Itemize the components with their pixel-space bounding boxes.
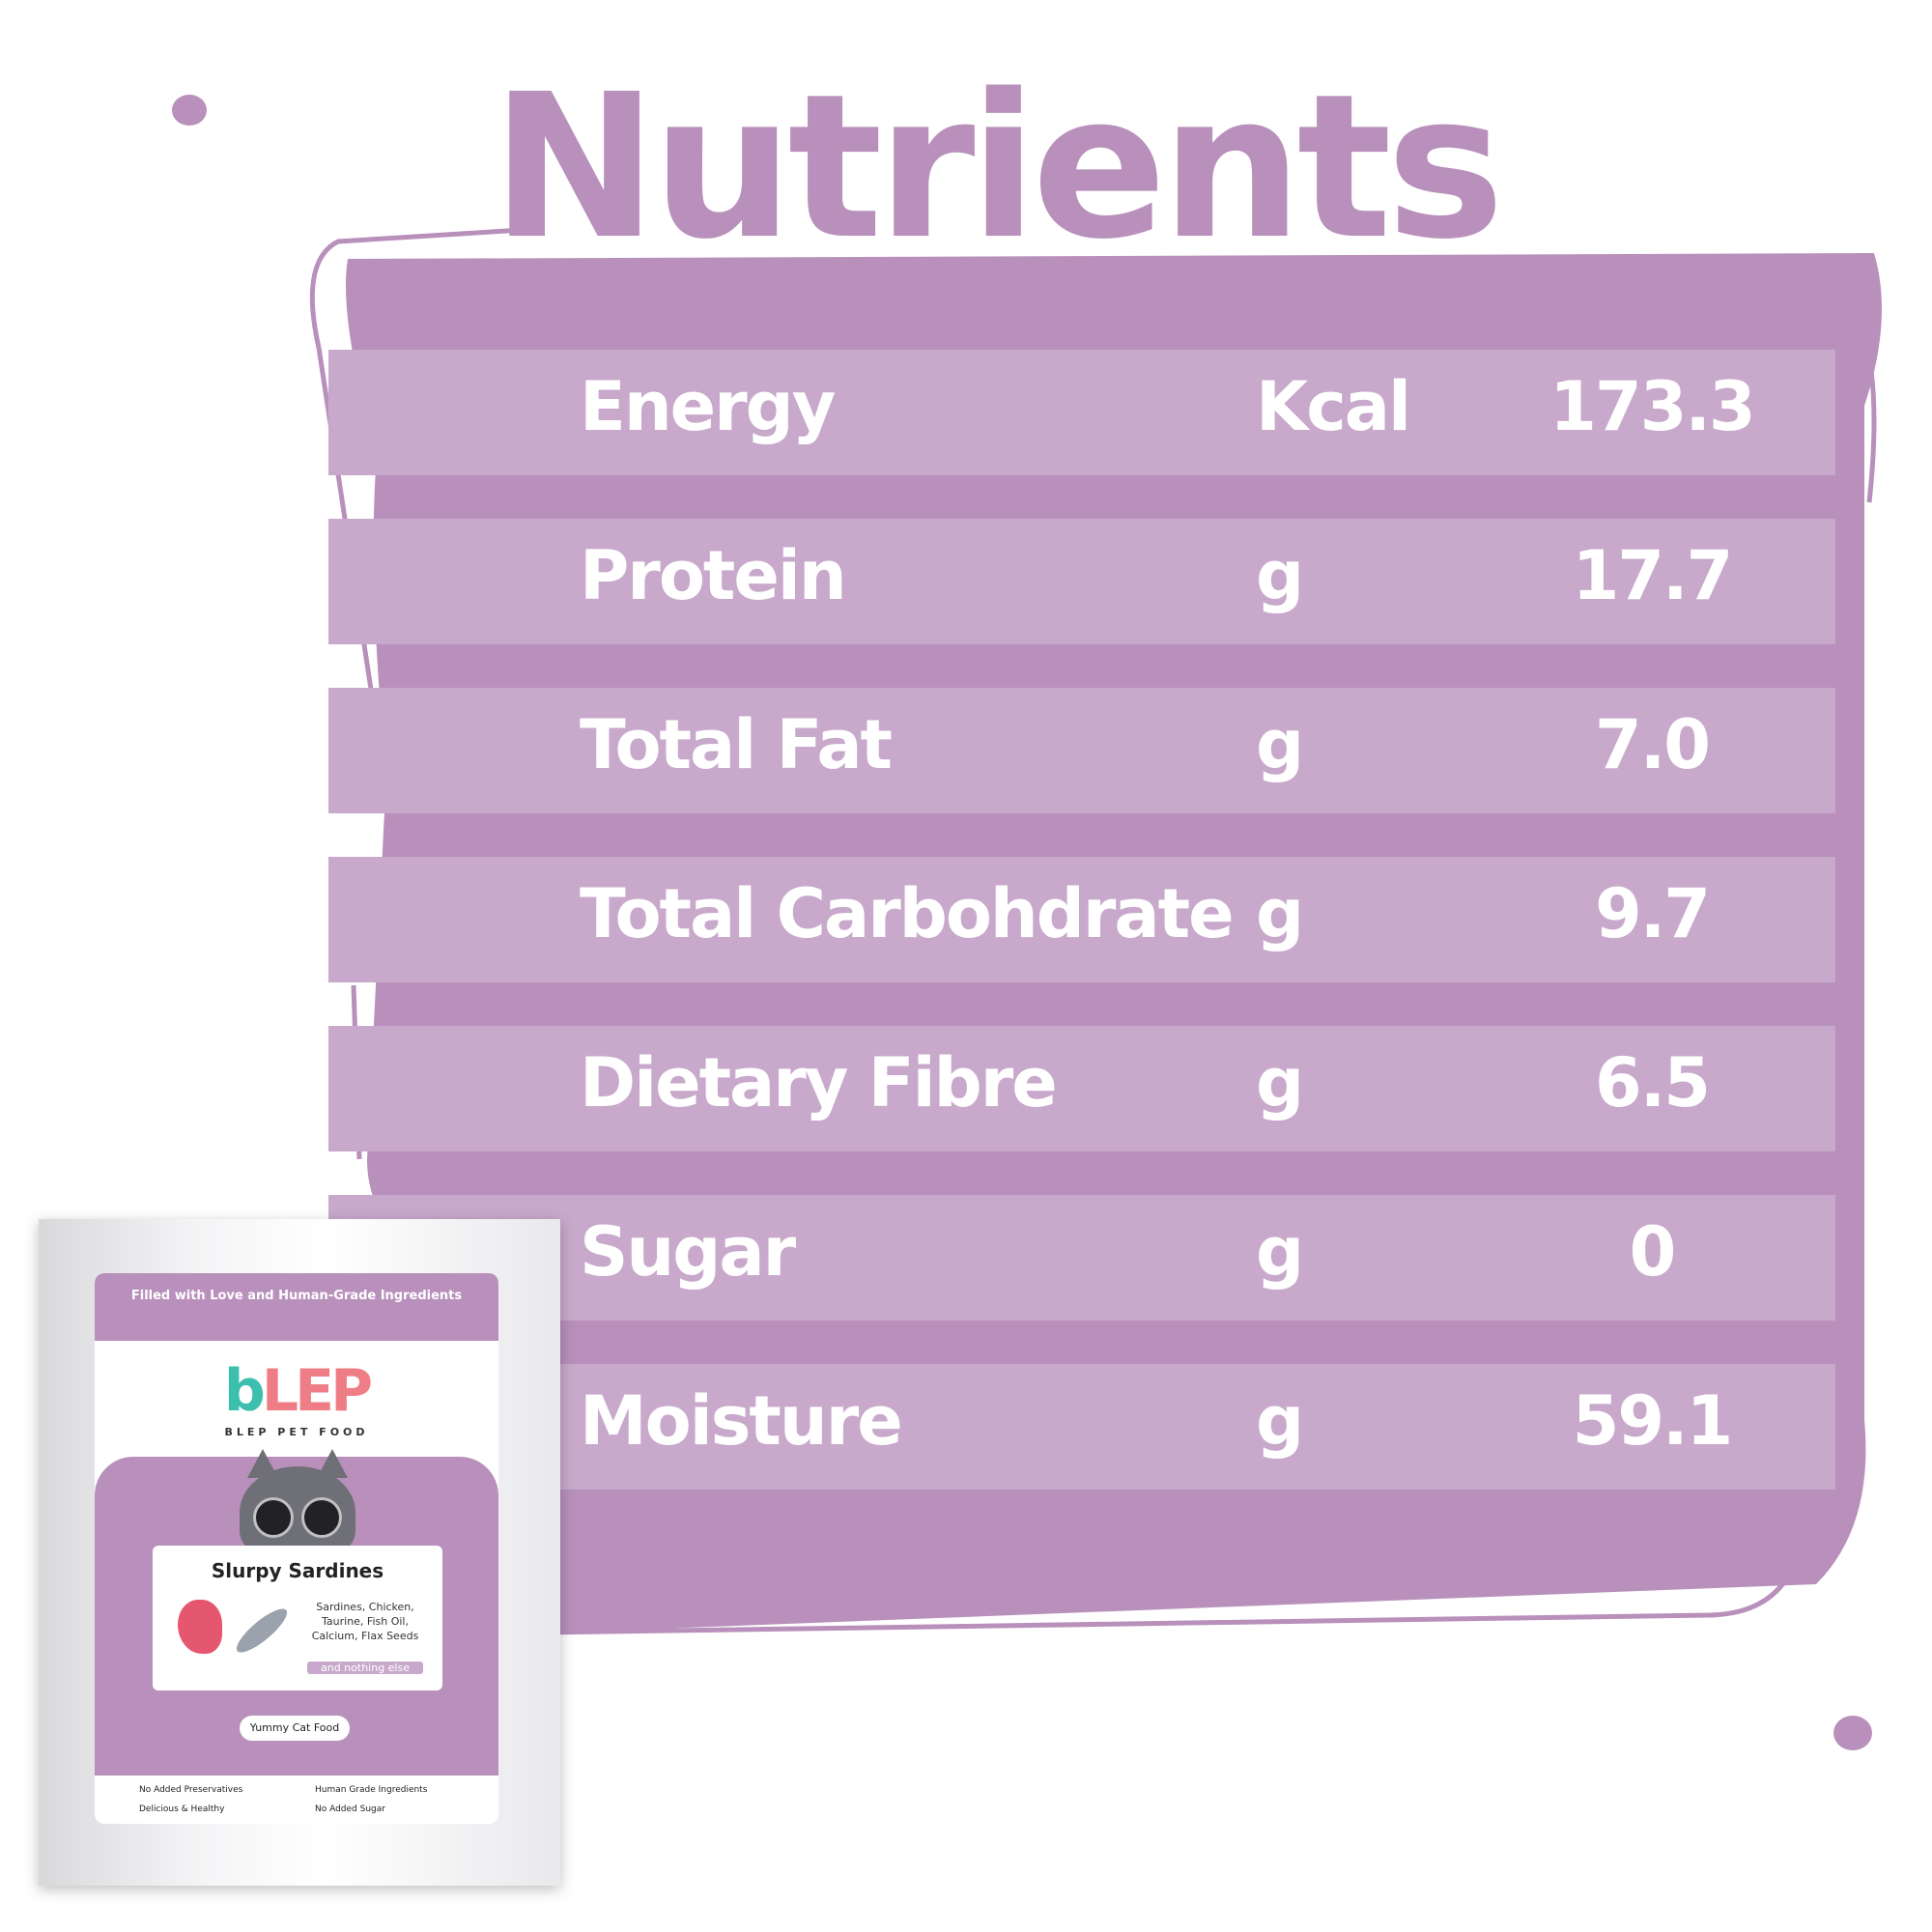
cat-ear [247,1449,278,1478]
nutrient-unit: g [1256,705,1304,784]
nutrient-value: 9.7 [1594,874,1711,953]
nutrient-name: Total Carbohdrate [580,874,1235,953]
table-row: Dietary Fibre g 6.5 [328,1026,1835,1151]
ingredients-list: Sardines, Chicken, Taurine, Fish Oil, Ca… [311,1601,419,1642]
nutrient-unit: Kcal [1256,367,1411,446]
pouch-lower-band: Slurpy Sardines Sardines, Chicken, Tauri… [95,1449,498,1776]
feature-no-preservatives: No Added Preservatives [139,1785,243,1795]
table-row: Moisture g 59.1 [328,1364,1835,1490]
brand-logo-b: b [223,1357,266,1425]
page-title: Nutrients [491,51,1504,283]
nutrient-name: Energy [580,367,836,446]
nutrient-value: 6.5 [1594,1043,1711,1122]
brand-logo-lep: LEP [261,1357,373,1425]
nutrient-unit: g [1256,1212,1304,1292]
nutrient-unit: g [1256,536,1304,615]
pouch-label: Filled with Love and Human-Grade Ingredi… [95,1273,498,1824]
nutrient-name: Protein [580,536,847,615]
nutrient-unit: g [1256,874,1304,953]
table-row: Protein g 17.7 [328,519,1835,644]
decor-dot [172,95,207,126]
nutrient-unit: g [1256,1381,1304,1461]
sunglasses-lens [253,1497,294,1538]
product-card: Slurpy Sardines Sardines, Chicken, Tauri… [153,1546,442,1690]
nutrient-value: 59.1 [1572,1381,1734,1461]
feature-delicious-healthy: Delicious & Healthy [139,1804,225,1814]
table-row: Energy Kcal 173.3 [328,350,1835,475]
cat-with-sunglasses-icon [240,1449,355,1558]
fish-icon [231,1603,293,1659]
nothing-else-tag: and nothing else [307,1662,423,1674]
nutrient-name: Moisture [580,1381,903,1461]
feature-no-sugar: No Added Sugar [315,1804,385,1814]
nutrient-name: Dietary Fibre [580,1043,1058,1122]
brand-logo: bLEP [95,1362,498,1420]
nutrient-value: 0 [1629,1212,1677,1292]
chicken-leg-icon [178,1600,222,1654]
nutrient-table: Energy Kcal 173.3 Protein g 17.7 Total F… [328,253,1835,1605]
nutrient-name: Total Fat [580,705,893,784]
table-row: Total Carbohdrate g 9.7 [328,857,1835,982]
brand-name: BLEP PET FOOD [224,1426,369,1438]
feature-human-grade: Human Grade Ingredients [315,1785,428,1795]
pouch-header-band [95,1273,498,1341]
nutrient-value: 173.3 [1549,367,1755,446]
decor-dot [1833,1716,1872,1750]
yummy-badge: Yummy Cat Food [240,1716,350,1741]
nutrient-unit: g [1256,1043,1304,1122]
nutrient-name: Sugar [580,1212,796,1292]
product-name: Slurpy Sardines [211,1559,384,1582]
table-row: Total Fat g 7.0 [328,688,1835,813]
product-pouch: Filled with Love and Human-Grade Ingredi… [39,1219,560,1886]
nutrient-value: 7.0 [1594,705,1711,784]
nutrient-value: 17.7 [1572,536,1734,615]
table-row: Sugar g 0 [328,1195,1835,1321]
pouch-tagline: Filled with Love and Human-Grade Ingredi… [130,1289,463,1303]
sunglasses-lens [301,1497,342,1538]
cat-ear [317,1449,348,1478]
